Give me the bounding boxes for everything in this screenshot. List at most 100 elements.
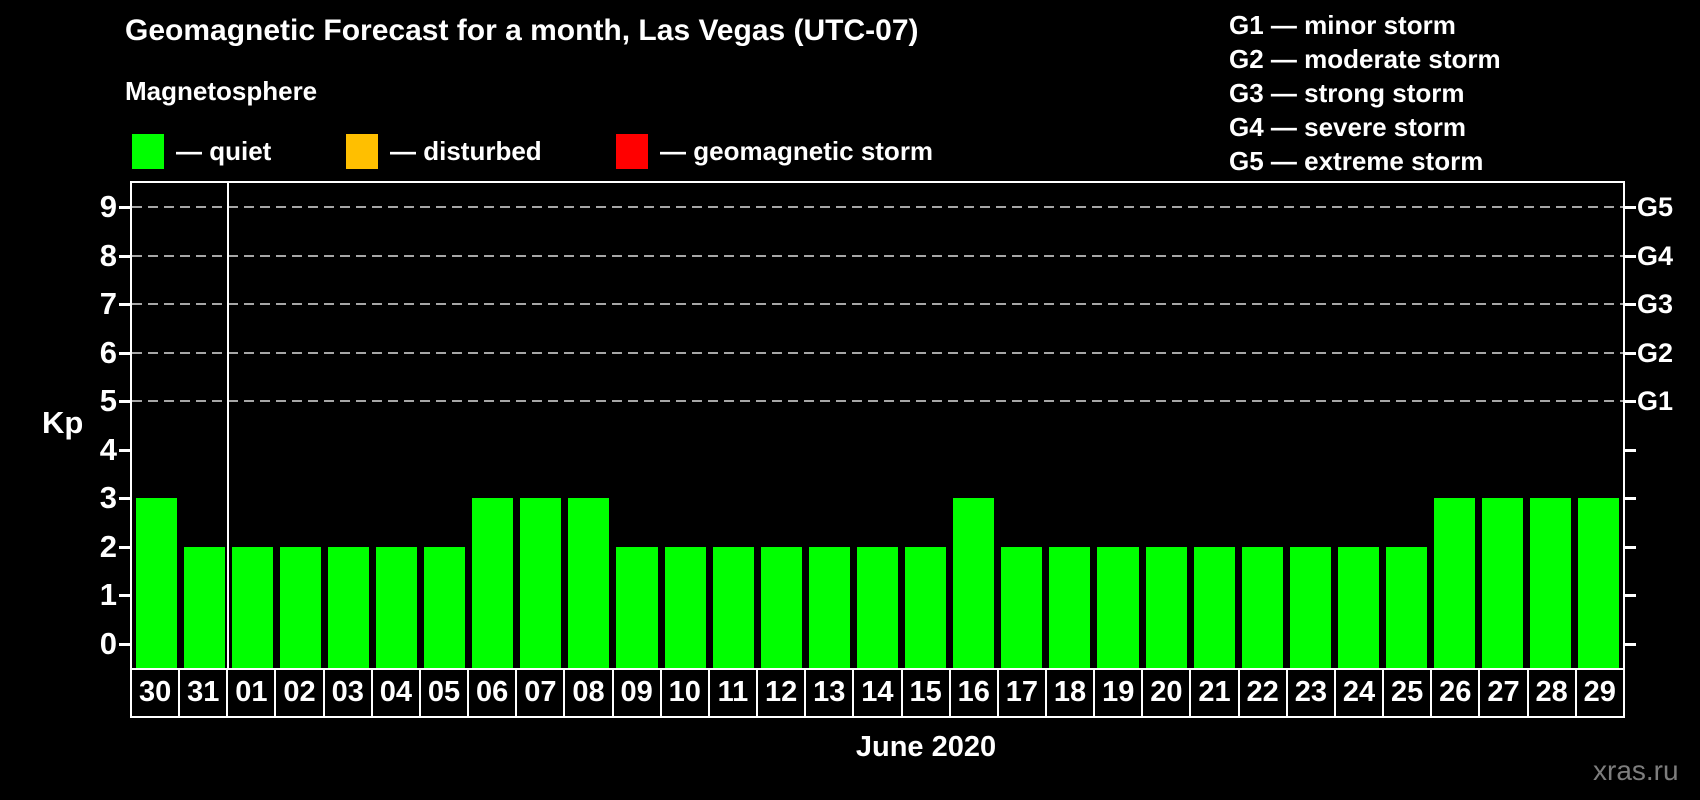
kp-bar-day-30 [135, 498, 177, 668]
quiet-swatch [132, 133, 164, 169]
kp-bar-day-28 [1530, 498, 1572, 668]
day-label: 31 [180, 670, 229, 716]
watermark: xras.ru [1593, 755, 1679, 786]
y-axis-tick-right [1625, 303, 1636, 307]
day-label: 23 [1288, 670, 1336, 716]
kp-bar-day-31 [183, 546, 225, 668]
y-axis-tick-right [1625, 642, 1636, 646]
storm-scale-line: G2 — moderate storm [1229, 44, 1501, 74]
kp-bar-day-21 [1193, 546, 1235, 668]
legend-item-label: — disturbed [390, 135, 542, 166]
gridline-kp5 [132, 400, 1623, 403]
gridline-kp9 [132, 206, 1623, 209]
kp-bar-day-05 [424, 546, 466, 668]
day-label: 14 [854, 670, 903, 716]
y-axis-tick-right [1625, 206, 1636, 210]
storm-scale-line: G5 — extreme storm [1229, 146, 1484, 176]
day-label: 06 [469, 670, 518, 716]
day-label: 17 [999, 670, 1047, 716]
day-label: 20 [1143, 670, 1192, 716]
x-axis-day-row: 30 31 01 02 03 04 05 06 07 08 09 10 11 12 13 14 15 16 17 18… [130, 668, 1625, 718]
day-label: 16 [951, 670, 999, 716]
kp-bar-day-24 [1337, 546, 1379, 668]
legend-item-label: — geomagnetic storm [660, 135, 934, 166]
g-scale-label-g2: G2 [1637, 337, 1674, 368]
month-separator-line [227, 183, 230, 668]
storm-scale-legend: G1 — minor storm G2 — moderate storm G3 — … [1229, 8, 1501, 178]
kp-bar-day-17 [1001, 546, 1043, 668]
day-label: 22 [1240, 670, 1288, 716]
y-axis-tick-label: 8 [99, 237, 117, 273]
kp-bar-day-22 [1241, 546, 1283, 668]
kp-bar-day-26 [1434, 498, 1476, 668]
y-axis-tick-label: 1 [99, 577, 117, 613]
magnetosphere-label: Magnetosphere [125, 76, 318, 106]
day-label: 29 [1583, 676, 1616, 708]
kp-bar-day-07 [520, 498, 562, 668]
storm-scale-line: G1 — minor storm [1229, 10, 1456, 40]
gridline-kp6 [132, 351, 1623, 354]
day-label: 27 [1480, 670, 1529, 716]
legend-item-geomagnetic-storm: — geomagnetic storm [616, 133, 933, 169]
legend-item-quiet: — quiet [132, 133, 271, 169]
y-axis-tick-right [1625, 545, 1636, 549]
day-label: 19 [1095, 670, 1144, 716]
kp-bar-day-11 [712, 546, 754, 668]
kp-bar-day-19 [1097, 546, 1139, 668]
y-axis-tick-right [1625, 400, 1636, 404]
y-axis-tick-label: 2 [99, 528, 117, 564]
day-label: 03 [325, 670, 373, 716]
day-label: 30 [132, 670, 181, 716]
y-axis-tick-label: 5 [99, 383, 117, 419]
kp-bar-day-02 [279, 546, 321, 668]
chart-title: Geomagnetic Forecast for a month, Las Ve… [125, 14, 919, 47]
y-axis-tick-label: 3 [99, 480, 117, 516]
y-axis-tick-label: 6 [99, 334, 117, 370]
legend-item-disturbed: — disturbed [346, 133, 542, 169]
y-axis-label: Kp [42, 405, 84, 440]
y-axis-tick-left [119, 303, 130, 307]
day-label: 08 [565, 670, 614, 716]
y-axis-tick-label: 0 [99, 625, 117, 661]
y-axis-tick-left [119, 254, 130, 258]
day-label: 02 [276, 670, 325, 716]
y-axis-tick-label: 4 [99, 431, 117, 467]
day-label: 05 [421, 670, 470, 716]
kp-bar-day-14 [856, 546, 899, 668]
day-label: 28 [1529, 670, 1577, 716]
y-axis-tick-label: 7 [99, 286, 117, 322]
g-scale-label-g5: G5 [1637, 192, 1674, 223]
kp-bar-day-06 [472, 498, 514, 668]
y-axis-tick-left [119, 448, 130, 452]
day-label: 26 [1432, 670, 1481, 716]
y-axis-tick-right [1625, 594, 1636, 598]
month-label: June 2020 [855, 731, 997, 763]
day-label: 21 [1191, 670, 1240, 716]
kp-bar-day-20 [1145, 546, 1187, 668]
y-axis-tick-right [1625, 254, 1636, 258]
legend-item-label: — quiet [176, 135, 272, 166]
kp-bar-day-15 [905, 546, 947, 668]
day-label: 13 [806, 670, 855, 716]
kp-bar-day-27 [1482, 498, 1524, 668]
day-label: 15 [903, 670, 951, 716]
kp-bar-day-23 [1289, 546, 1331, 668]
geomagnetic-storm-swatch [616, 133, 648, 169]
kp-bar-day-10 [664, 546, 706, 668]
y-axis-tick-left [119, 642, 130, 646]
gridline-kp7 [132, 303, 1623, 306]
kp-bar-day-25 [1386, 546, 1428, 668]
y-axis-tick-left [119, 545, 130, 549]
day-label: 07 [517, 670, 566, 716]
storm-scale-line: G3 — strong storm [1229, 78, 1465, 108]
day-label: 25 [1384, 670, 1433, 716]
y-axis-tick-left [119, 351, 130, 355]
g-scale-label-g4: G4 [1637, 240, 1674, 271]
day-label: 24 [1336, 670, 1385, 716]
day-label: 12 [758, 670, 807, 716]
y-axis-tick-left [119, 594, 130, 598]
g-scale-label-g3: G3 [1637, 289, 1674, 320]
storm-scale-line: G4 — severe storm [1229, 112, 1467, 142]
kp-bar-day-08 [568, 498, 610, 668]
